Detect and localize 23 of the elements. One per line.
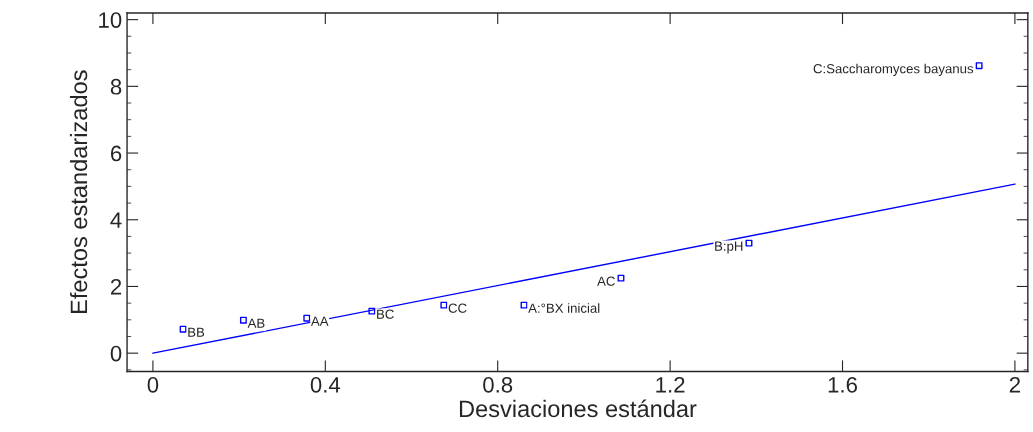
annotation: AB	[247, 318, 265, 328]
x-tick-label: 0.8	[483, 376, 513, 393]
x-tick-label: 2	[1009, 376, 1020, 393]
annotation: CC	[448, 303, 467, 313]
annotation: B:pH	[715, 241, 743, 254]
x-axis-title: Desviaciones estándar	[459, 399, 697, 418]
annotation: BB	[188, 327, 205, 337]
y-tick-label: 4	[110, 212, 122, 228]
y-tick-label: 8	[110, 78, 122, 95]
x-tick-label: 0.4	[310, 376, 341, 393]
y-tick-label: 10	[99, 12, 122, 28]
x-tick-label: 1.6	[828, 376, 857, 393]
annotation: AC	[597, 276, 615, 286]
annotation: BC	[377, 309, 394, 319]
x-tick-label: 0	[147, 376, 159, 393]
y-tick-label: 0	[110, 345, 122, 362]
y-tick-label: 2	[110, 279, 122, 295]
x-tick-label: 1.2	[656, 376, 685, 393]
annotation: AA	[310, 316, 329, 326]
annotation: C:Saccharomyces bayanus	[813, 63, 974, 76]
y-axis-title: Efectos estandarizados	[69, 70, 88, 314]
annotation: A:°BX inicial	[528, 303, 600, 313]
y-tick-label: 6	[110, 145, 122, 162]
